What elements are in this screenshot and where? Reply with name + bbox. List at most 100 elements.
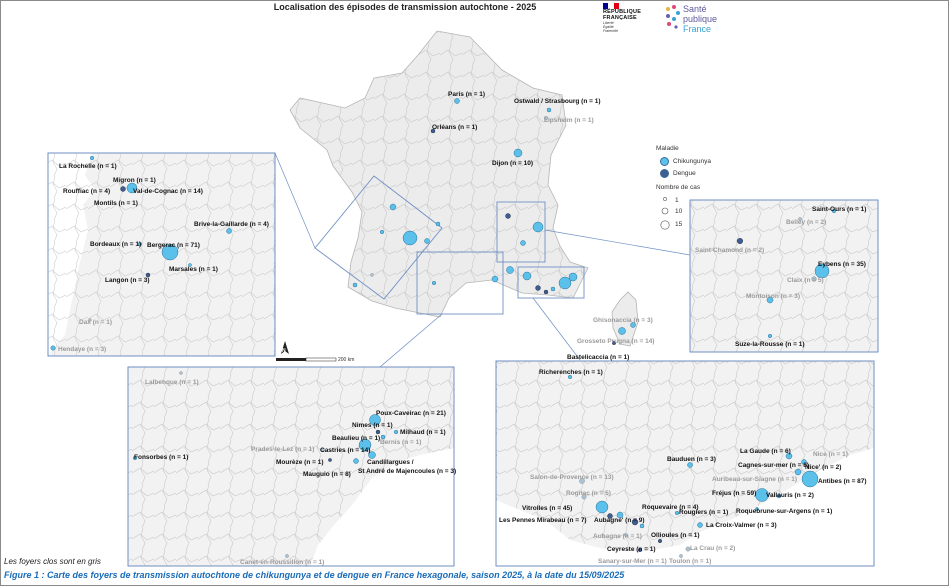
label-castries: Castries (n = 14) xyxy=(320,447,370,454)
label-hendaye: Hendaye (n = 3) xyxy=(58,346,106,353)
rf-motto1: Liberté xyxy=(603,21,614,25)
point-aubagne xyxy=(535,285,541,291)
point-poux xyxy=(506,266,514,274)
point-cognac xyxy=(389,203,397,211)
zoom-box-nouvelle-aquitaine xyxy=(314,175,443,300)
legend-disease-title: Maladie xyxy=(656,145,679,152)
label-claix: Claix (n = 5) xyxy=(787,277,824,284)
point-frejus xyxy=(568,272,578,282)
label-bernis: Bernis (n = 1) xyxy=(380,439,421,446)
label-canet: Canet-en-Roussillon (n = 1) xyxy=(240,559,324,566)
legend-size-15: 15 xyxy=(675,221,683,228)
point-brive xyxy=(424,238,430,244)
inset-auvergne-rhone-alpes: Saint-Ours (n = 1) Belley (n = 2) Saint-… xyxy=(689,199,879,353)
point-ghisonaccia xyxy=(630,322,636,328)
point-saint-chamond xyxy=(505,213,511,219)
rf-motto3: Fraternité xyxy=(603,29,618,33)
point-grosseto xyxy=(618,327,626,335)
map-title: Localisation des épisodes de transmissio… xyxy=(273,2,537,12)
point-bergerac xyxy=(402,230,418,246)
label-antibes: Antibes (n = 87) xyxy=(818,478,867,485)
label-candillargues: Candillargues / xyxy=(367,459,414,466)
label-cagnes: Cagnes-sur-mer (n = 8) xyxy=(738,462,809,469)
rf-line1: RÉPUBLIQUE xyxy=(603,9,642,15)
legend-size-1: 1 xyxy=(675,197,679,204)
north-label: N xyxy=(282,348,286,354)
label-paris: Paris (n = 1) xyxy=(448,91,485,98)
french-flag-icon xyxy=(603,3,619,9)
label-aubagne-2: Aubagne (n = 1) xyxy=(593,533,642,540)
label-la-gaude: La Gaude (n = 6) xyxy=(740,448,791,455)
scale-bar xyxy=(276,357,337,362)
label-lipsheim: Lipsheim (n = 1) xyxy=(544,117,594,124)
label-bergerac: Bergerac (n = 71) xyxy=(147,242,200,249)
label-la-crau: La Crau (n = 2) xyxy=(690,545,735,552)
label-fonsorbes: Fonsorbes (n = 1) xyxy=(134,454,188,461)
label-val-de-cognac: Val-de-Cognac (n = 14) xyxy=(133,188,203,195)
rf-motto2: Égalité xyxy=(603,25,614,29)
zoom-box-auvergne-rhone-alpes xyxy=(496,201,546,263)
label-la-croix-valmer: La Croix-Valmer (n = 3) xyxy=(706,522,777,529)
label-lalbenque: Lalbenque (n = 1) xyxy=(145,379,199,386)
label-rouffiac: Rouffiac (n = 4) xyxy=(63,188,110,195)
point-castries xyxy=(491,275,499,283)
label-grosseto: Grosseto Prugna (n = 14) xyxy=(577,338,654,345)
label-belley: Belley (n = 2) xyxy=(786,219,826,226)
label-milhaud: Milhaud (n = 1) xyxy=(400,429,446,436)
point-antibes xyxy=(558,276,572,290)
label-aubagne-1: Aubagne' (n = 9) xyxy=(594,517,644,524)
spf-line1: Santé xyxy=(683,4,707,14)
spf-line2: publique xyxy=(683,14,718,24)
label-orleans: Orléans (n = 1) xyxy=(432,124,477,131)
inset-paca: Richerenches (n = 1) Bauduen (n = 3) La … xyxy=(495,360,875,567)
label-montils: Montils (n = 1) xyxy=(94,200,138,207)
legend-dengue-label: Dengue xyxy=(673,170,696,177)
label-suze: Suze-la-Rousse (n = 1) xyxy=(735,341,805,348)
label-dax: Dax (n = 1) xyxy=(79,319,112,326)
size-legend-circles xyxy=(660,197,670,230)
label-bauduen: Bauduen (n = 3) xyxy=(667,456,716,463)
label-moureze: Mourèze (n = 1) xyxy=(276,459,324,466)
point-strasbourg xyxy=(546,107,552,113)
label-st-andre: St André de Majencoules (n = 3) xyxy=(358,468,456,475)
point-dijon xyxy=(513,148,523,158)
label-vallauris: Vallauris (n = 2) xyxy=(766,492,814,499)
label-beaulieu: Beaulieu (n = 1) xyxy=(332,435,380,442)
label-rougiers: Rougiers (n = 1) xyxy=(679,509,728,516)
label-bordeaux: Bordeaux (n = 1) xyxy=(90,241,141,248)
scale-label: 200 km xyxy=(338,357,355,363)
label-nice-2: Nice' (n = 2) xyxy=(805,464,841,471)
point-lacrau xyxy=(550,286,556,292)
label-la-rochelle: La Rochelle (n = 1) xyxy=(59,163,117,170)
label-montoison: Montoison (n = 3) xyxy=(746,293,800,300)
label-ghisonaccia: Ghisonaccia (n = 3) xyxy=(593,317,653,324)
label-roquebrune: Roquebrune-sur-Argens (n = 1) xyxy=(736,508,832,515)
point-vitrolles xyxy=(522,271,532,281)
legend-dengue-row: Dengue xyxy=(660,169,696,178)
point-eybens xyxy=(532,221,544,233)
point-montoison xyxy=(520,240,526,246)
label-roquevaire: Roquevaire (n = 4) xyxy=(642,504,699,511)
inset-occitanie: Lalbenque (n = 1) Poux-Caveirac (n = 21)… xyxy=(127,366,456,567)
label-nice-1: Nice (n = 1) xyxy=(813,451,848,458)
chikungunya-swatch xyxy=(660,157,669,166)
label-richerenches: Richerenches (n = 1) xyxy=(539,369,603,376)
legend-chik-row: Chikungunya xyxy=(660,157,711,166)
label-migron: Migron (n = 1) xyxy=(113,177,156,184)
legend-size-10: 10 xyxy=(675,208,683,215)
point-paris xyxy=(454,98,460,104)
label-brive: Brive-la-Gaillarde (n = 4) xyxy=(194,221,269,228)
label-auribeau: Auribeau-sur-Siagne (n = 1) xyxy=(712,476,797,483)
point-fonsorbes xyxy=(431,280,437,286)
label-bastelicaccia: Bastelicaccia (n = 1) xyxy=(567,354,629,361)
point-orleans xyxy=(430,128,436,134)
point-toulon xyxy=(543,289,549,295)
map-legend: Maladie Chikungunya Dengue Nombre de cas… xyxy=(654,145,734,235)
closed-foci-note: Les foyers clos sont en gris xyxy=(4,557,101,566)
rf-line2: FRANÇAISE xyxy=(603,15,637,21)
label-eybens: Eybens (n = 35) xyxy=(818,261,866,268)
spf-line3: France xyxy=(683,24,712,34)
figure-caption: Figure 1 : Carte des foyers de transmiss… xyxy=(4,570,625,580)
point-bordeaux xyxy=(379,229,385,235)
